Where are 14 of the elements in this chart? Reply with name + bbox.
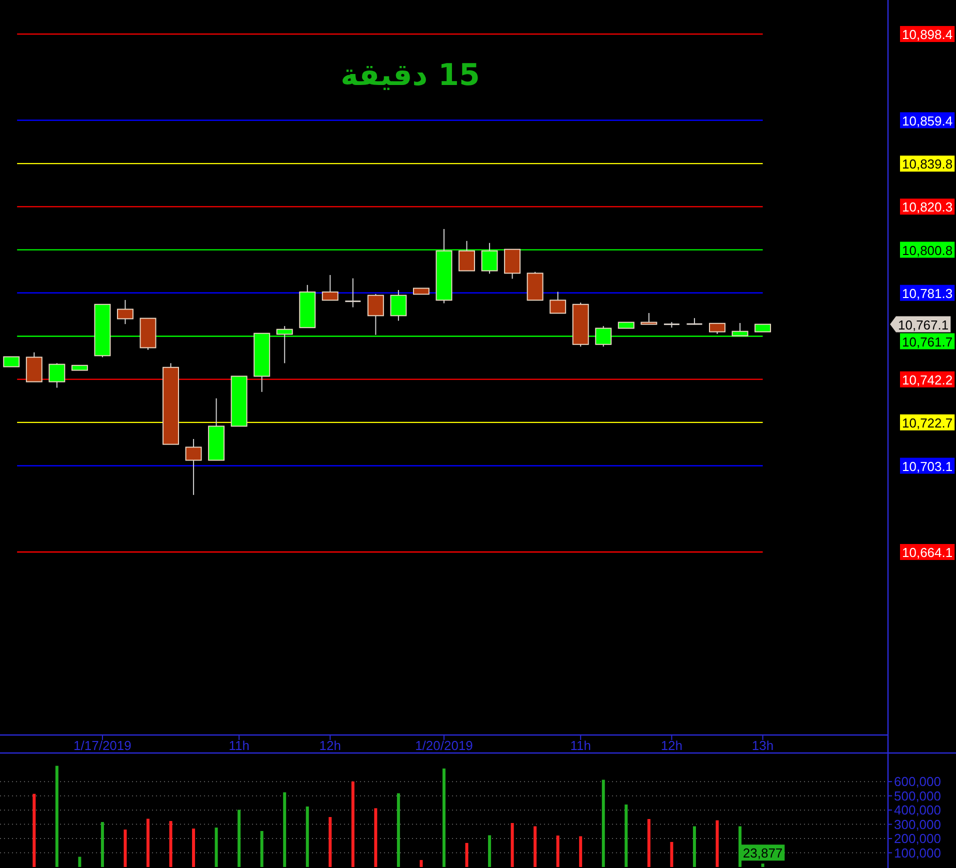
y-tick-label: 500,000 <box>894 788 941 804</box>
y-tick-label: 200,000 <box>894 831 941 846</box>
y-tick-label: 600,000 <box>894 774 941 790</box>
y-tick-label: 300,000 <box>894 816 941 832</box>
x-tick-label: 13h <box>752 738 774 753</box>
text: 15 دقيقة <box>340 58 480 93</box>
x-tick-label: 11h <box>228 738 250 753</box>
x-tick-label: 11h <box>570 738 591 753</box>
x-tick-label: 1/17/2019 <box>74 738 132 753</box>
y-tick-label: 400,000 <box>894 802 941 818</box>
y-tick-label: 100,000 <box>894 845 941 860</box>
x-tick-label: 1/20/2019 <box>415 738 473 753</box>
x-tick-label: 12h <box>319 738 342 753</box>
x-tick-label: 12h <box>660 738 683 753</box>
